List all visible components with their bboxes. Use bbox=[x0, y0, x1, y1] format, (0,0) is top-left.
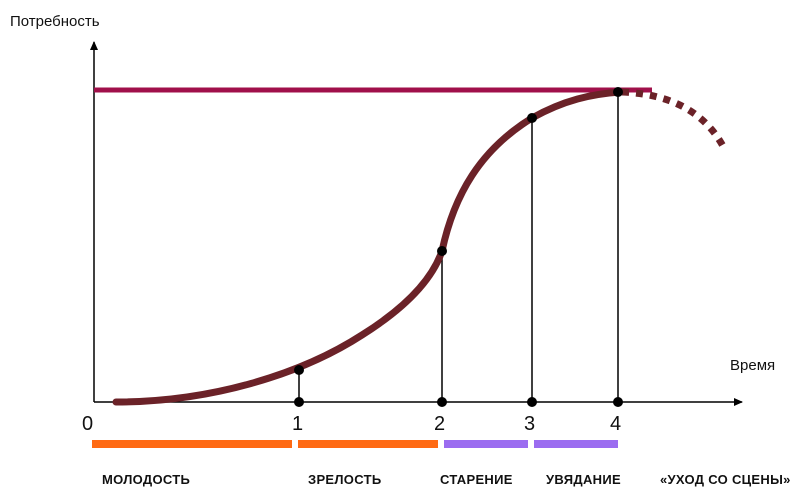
life-cycle-curve bbox=[112, 88, 624, 406]
stage-label-decline: УВЯДАНИЕ bbox=[546, 472, 621, 487]
tick-label-1: 1 bbox=[292, 413, 303, 435]
tick-label-3: 3 bbox=[524, 413, 535, 435]
axis-point-1 bbox=[294, 397, 304, 407]
stage-label-maturity: ЗРЕЛОСТЬ bbox=[308, 472, 381, 487]
axis-point-2 bbox=[437, 397, 447, 407]
stage-label-aging: СТАРЕНИЕ bbox=[440, 472, 513, 487]
curve-point-3 bbox=[527, 113, 537, 123]
tick-label-4: 4 bbox=[610, 413, 621, 435]
curve-point-1 bbox=[294, 365, 304, 375]
stage-bar-decline bbox=[534, 440, 618, 448]
decline-curve-dotted bbox=[621, 88, 728, 150]
tick-label-2: 2 bbox=[434, 413, 445, 435]
stage-bar-aging bbox=[444, 440, 528, 448]
y-axis-label: Потребность bbox=[10, 13, 100, 30]
stage-label-exit: «УХОД СО СЦЕНЫ» bbox=[660, 472, 791, 487]
stage-label-youth: МОЛОДОСТЬ bbox=[102, 472, 190, 487]
axis-point-3 bbox=[527, 397, 537, 407]
stage-bar-youth bbox=[92, 440, 292, 448]
tick-label-0: 0 bbox=[82, 413, 93, 435]
axis-point-4 bbox=[613, 397, 623, 407]
curve-point-4 bbox=[613, 87, 623, 97]
curve-point-2 bbox=[437, 246, 447, 256]
stage-bar-maturity bbox=[298, 440, 438, 448]
x-axis-label: Время bbox=[730, 357, 775, 374]
